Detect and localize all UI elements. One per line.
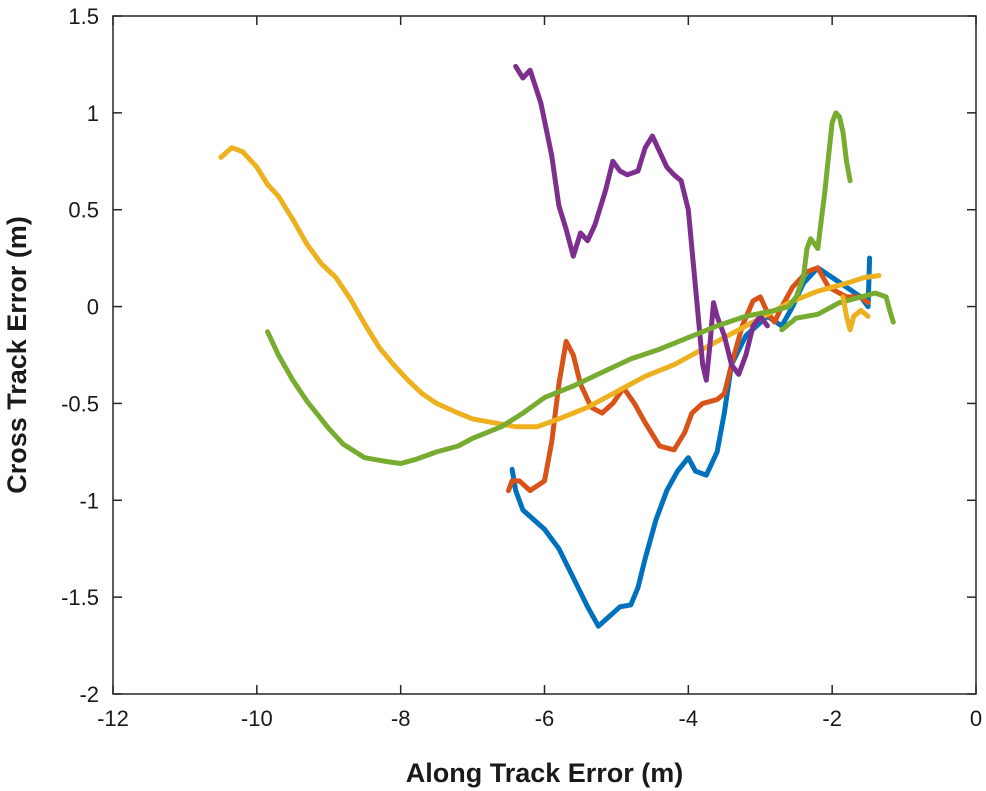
x-tick-label: -12 xyxy=(97,706,129,731)
x-tick-label: -6 xyxy=(535,706,555,731)
series-line-1 xyxy=(509,255,873,629)
y-tick-label: 0 xyxy=(87,295,99,320)
x-tick-label: 0 xyxy=(970,706,982,731)
y-tick-label: -1.5 xyxy=(61,585,99,610)
x-tick-label: -4 xyxy=(679,706,699,731)
x-tick-label: -10 xyxy=(241,706,273,731)
y-tick-label: 1.5 xyxy=(68,4,99,29)
series-line-6 xyxy=(779,290,896,333)
series-line-7 xyxy=(840,294,871,333)
series-line-3 xyxy=(218,145,882,430)
y-tick-label: 1 xyxy=(87,101,99,126)
tick-layer: -12 -10 -8 -6 -4 -2 0 -2 -1.5 -1 -0.5 0 0.5 1 1.5 xyxy=(61,4,982,731)
y-tick-label: -1 xyxy=(79,488,99,513)
x-axis-title: Along Track Error (m) xyxy=(406,758,684,788)
y-tick-label: -2 xyxy=(79,682,99,707)
y-tick-label: 0.5 xyxy=(68,198,99,223)
y-tick-label: -0.5 xyxy=(61,391,99,416)
x-tick-label: -2 xyxy=(822,706,842,731)
series-line-4 xyxy=(513,63,770,383)
series-layer xyxy=(218,63,896,629)
x-tick-label: -8 xyxy=(391,706,411,731)
series-line-5 xyxy=(265,110,853,466)
y-axis-title: Cross Track Error (m) xyxy=(2,216,32,494)
